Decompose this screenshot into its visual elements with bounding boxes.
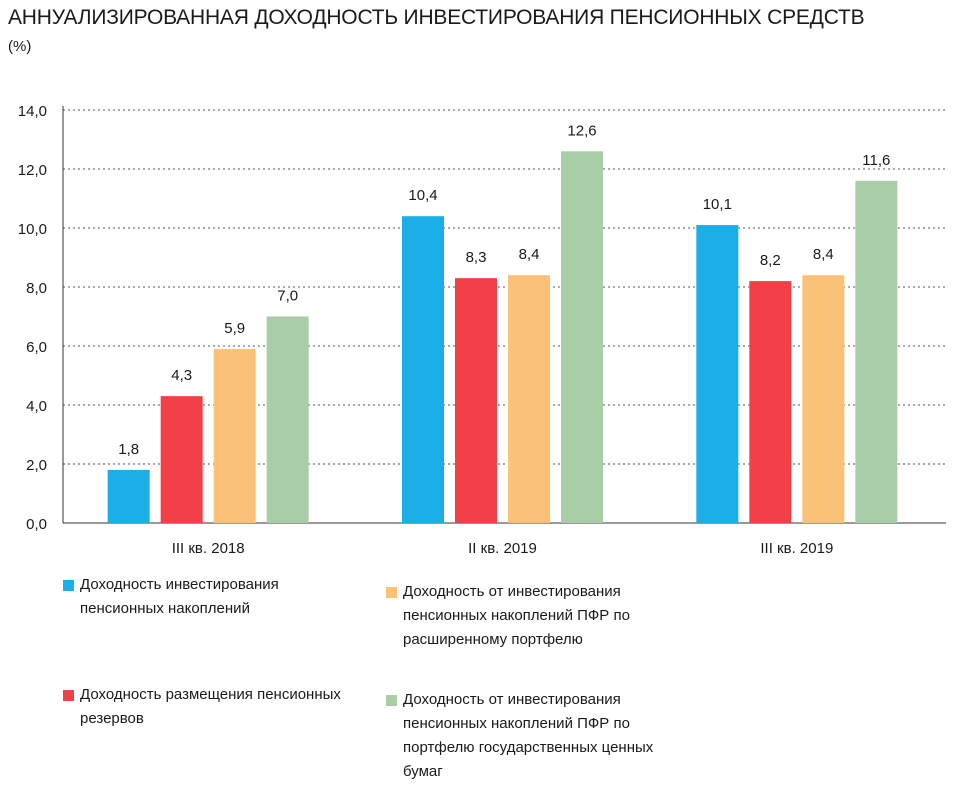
bar	[855, 180, 898, 524]
bar	[561, 151, 603, 524]
data-label: 10,1	[703, 196, 732, 213]
y-tick-label: 10,0	[18, 221, 47, 238]
legend-label-line: Доходность размещения пенсионных	[80, 686, 341, 703]
y-tick-label: 6,0	[26, 339, 47, 356]
bar-chart: 0,0 2,0 4,0 6,0 8,0 10,0 12,0 14,0 1,8 4,3 5,9 7,0 I…	[18, 103, 946, 557]
bar	[696, 225, 739, 524]
data-label: 10,4	[408, 187, 437, 204]
legend-swatch	[386, 587, 397, 598]
y-tick-label: 4,0	[26, 398, 47, 415]
data-label: 5,9	[224, 320, 245, 337]
legend-label: Доходность от инвестирования пенсионных н…	[403, 688, 653, 784]
bar	[160, 396, 203, 523]
y-tick-label: 12,0	[18, 162, 47, 179]
y-tick-label: 14,0	[18, 103, 47, 120]
legend-label-line: бумаг	[403, 763, 443, 780]
y-tick-label: 8,0	[26, 280, 47, 297]
x-tick-label: III кв. 2018	[172, 540, 245, 557]
legend-label-line: Доходность от инвестирования	[403, 691, 621, 708]
legend-swatch	[63, 690, 74, 701]
data-label: 4,3	[171, 367, 192, 384]
x-tick-label: III кв. 2019	[760, 540, 833, 557]
legend-label-line: Доходность от инвестирования	[403, 583, 621, 600]
data-label: 8,3	[466, 249, 487, 266]
y-tick-label: 0,0	[26, 516, 47, 533]
legend-label-line: пенсионных накоплений	[80, 600, 250, 617]
legend-swatch	[386, 695, 397, 706]
legend-label-line: пенсионных накоплений ПФР по	[403, 715, 630, 732]
data-label: 8,4	[519, 246, 540, 263]
bar	[266, 316, 309, 523]
data-label: 8,2	[760, 252, 781, 269]
legend-swatch	[63, 580, 74, 591]
legend-label-line: резервов	[80, 710, 144, 727]
legend-label-line: пенсионных накоплений ПФР по	[403, 607, 630, 624]
data-label: 11,6	[862, 152, 890, 169]
chart-title: АННУАЛИЗИРОВАННАЯ ДОХОДНОСТЬ ИНВЕСТИРОВА…	[8, 6, 865, 29]
x-tick-label: II кв. 2019	[468, 540, 537, 557]
bar	[455, 278, 497, 523]
bar	[213, 348, 256, 523]
chart-subtitle: (%)	[8, 38, 32, 55]
y-tick-label: 2,0	[26, 457, 47, 474]
data-label: 1,8	[118, 441, 139, 458]
data-label: 7,0	[277, 288, 298, 305]
legend-label-line: портфелю государственных ценных	[403, 739, 654, 756]
legend-label-line: Доходность инвестирования	[80, 576, 279, 593]
legend-label-line: расширенному портфелю	[403, 631, 583, 648]
bar	[107, 469, 150, 523]
legend-label: Доходность инвестирования пенсионных нако…	[80, 573, 279, 621]
data-label: 12,6	[567, 122, 596, 139]
bar	[508, 275, 550, 523]
bar	[802, 275, 845, 523]
bar	[402, 216, 444, 523]
legend-label: Доходность от инвестирования пенсионных н…	[403, 580, 630, 652]
bar	[749, 281, 792, 523]
data-label: 8,4	[813, 246, 834, 263]
legend-label: Доходность размещения пенсионных резервов	[80, 683, 341, 731]
